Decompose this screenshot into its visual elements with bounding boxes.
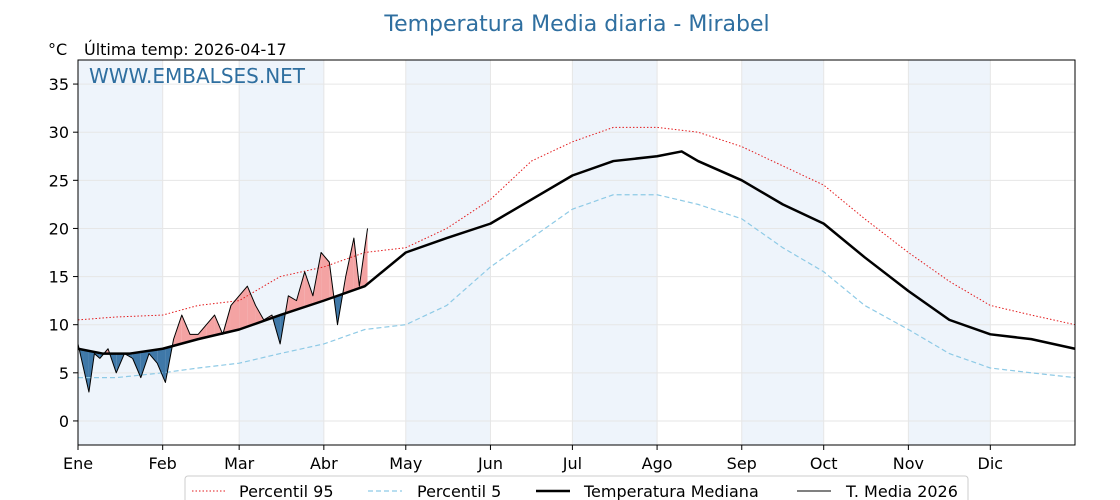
legend-label-p5: Percentil 5 (417, 482, 501, 500)
month-shade-nov (908, 60, 991, 445)
anomaly-fill-below (149, 349, 158, 364)
x-tick-label-ene: Ene (63, 454, 93, 473)
y-tick-label: 0 (59, 412, 69, 431)
watermark: WWW.EMBALSES.NET (89, 64, 306, 88)
anomaly-fill-above (230, 295, 240, 332)
anomaly-fill-below (132, 351, 141, 378)
legend: Percentil 95 Percentil 5 Temperatura Med… (184, 475, 969, 500)
anomaly-fill-above (321, 252, 330, 302)
month-shade-may (405, 60, 491, 445)
unit-label: °C (48, 40, 67, 59)
y-tick-label: 25 (49, 171, 69, 190)
x-tick-label-feb: Feb (149, 454, 177, 473)
x-tick-label-oct: Oct (810, 454, 838, 473)
x-tick-label-sep: Sep (727, 454, 757, 473)
y-tick-label: 10 (49, 316, 69, 335)
x-tick-label-nov: Nov (893, 454, 924, 473)
last-update-label: Última temp: 2026-04-17 (84, 40, 287, 59)
x-tick-label-abr: Abr (310, 454, 338, 473)
x-tick-label-jun: Jun (477, 454, 503, 473)
y-tick-label: 30 (49, 123, 69, 142)
anomaly-fill-above (304, 271, 313, 307)
series-line-t-media-2026 (77, 228, 369, 393)
anomaly-fill-below (157, 348, 166, 383)
x-axis: Ene Feb Mar Abr May Jun Jul Ago Sep Oct Nov Dic (63, 445, 1003, 473)
anomaly-fill-above (296, 271, 305, 310)
anomaly-fill-above (345, 238, 354, 293)
month-shade-jul (572, 60, 658, 445)
series-line-percentil-5 (78, 194, 1076, 379)
anomaly-fill-below (83, 349, 89, 393)
legend-label-2026: T. Media 2026 (845, 482, 958, 500)
anomaly-fill-above (239, 286, 248, 330)
anomaly-fill-above (206, 315, 215, 338)
y-axis: 0 5 10 15 20 25 30 35 (49, 75, 78, 431)
y-tick-label: 15 (49, 268, 69, 287)
month-shade-mar (239, 60, 324, 445)
plot-frame (77, 59, 1076, 446)
anomaly-fill-above (198, 324, 207, 340)
chart-title: Temperatura Media diaria - Mirabel (383, 12, 769, 37)
anomaly-fill-above (173, 315, 182, 346)
y-tick-label: 20 (49, 219, 69, 238)
legend-label-p95: Percentil 95 (239, 482, 334, 500)
y-tick-label: 5 (59, 364, 69, 383)
x-tick-label-jul: Jul (562, 454, 582, 473)
legend-frame (184, 475, 969, 500)
anomaly-fill-above (247, 286, 256, 327)
month-shade-sep (741, 60, 824, 445)
anomaly-fill-above (181, 315, 190, 344)
x-tick-label-may: May (389, 454, 422, 473)
series-line-temperatura-mediana (77, 150, 1076, 355)
x-tick-label-mar: Mar (224, 454, 255, 473)
series-lines (77, 126, 1076, 393)
month-shading (78, 60, 991, 445)
x-tick-label-ago: Ago (642, 454, 673, 473)
legend-label-median: Temperatura Mediana (583, 482, 759, 500)
y-tick-label: 35 (49, 75, 69, 94)
month-shade-ene (78, 60, 163, 445)
x-tick-label-dic: Dic (978, 454, 1004, 473)
